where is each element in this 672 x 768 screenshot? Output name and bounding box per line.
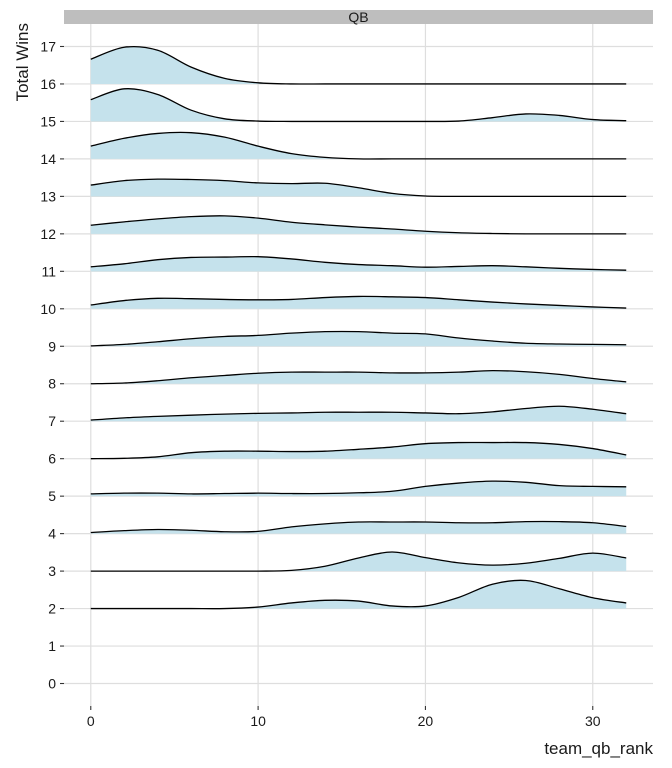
y-tick-label: 6 [48,451,56,467]
x-tick-label: 10 [250,713,266,729]
ridge-wins-2 [90,579,627,610]
ridge-wins-12 [90,215,627,235]
x-tick-label: 30 [585,713,601,729]
ridge-wins-8 [90,369,627,385]
ridge-fill-wins-8 [90,370,627,384]
ridge-wins-10 [90,295,627,309]
y-tick-label: 0 [48,676,56,692]
ridge-outline-wins-9 [90,330,627,347]
y-tick-label: 2 [48,601,56,617]
facet-strip: QB [64,9,653,25]
ridge-outline-wins-11 [90,255,627,271]
ridge-outline-wins-3 [90,551,627,572]
ridge-wins-13 [90,178,627,198]
y-tick-label: 11 [41,263,56,279]
x-axis-ticks: 0 10 20 30 [87,706,601,729]
ridge-outline-wins-16 [90,45,627,85]
ridge-outline-wins-10 [90,295,627,309]
x-tick-label: 20 [418,713,434,729]
ridge-wins-11 [90,255,627,272]
y-tick-label: 3 [48,563,56,579]
ridge-wins-7 [90,405,627,422]
ridge-fill-wins-12 [90,215,627,234]
y-tick-label: 8 [48,376,56,392]
ridge-wins-5 [90,480,627,497]
ridge-wins-15 [90,88,627,123]
ridge-outline-wins-6 [90,441,627,460]
y-tick-label: 16 [40,76,56,92]
ridge-outline-wins-8 [90,369,627,385]
ridge-outline-wins-4 [90,520,627,534]
y-tick-label: 5 [48,488,56,504]
y-tick-label: 15 [40,113,56,129]
y-tick-label: 4 [48,526,56,542]
y-tick-label: 9 [48,338,56,354]
ridge-wins-14 [90,131,627,160]
ridge-fill-wins-11 [90,256,627,272]
ridge-outline-wins-2 [90,579,627,610]
ridge-outline-wins-5 [90,480,627,495]
ridge-fill-wins-7 [90,406,627,422]
ridge-fill-wins-6 [90,442,627,459]
ridge-fill-wins-14 [90,132,627,160]
y-tick-label: 7 [48,413,56,429]
ridge-outline-wins-14 [90,131,627,160]
y-axis-title: Total Wins [13,23,32,101]
ridge-fill-wins-3 [90,551,627,572]
ridge-wins-3 [90,551,627,572]
facet-strip-label: QB [348,9,368,25]
ridge-wins-6 [90,441,627,460]
ridge-wins-4 [90,520,627,534]
y-tick-label: 14 [40,151,56,167]
ridge-outline-wins-12 [90,215,627,235]
y-tick-label: 10 [40,301,56,317]
ridge-fill-wins-2 [90,580,627,609]
ridge-fill-wins-4 [90,521,627,534]
y-tick-label: 13 [40,188,56,204]
ridge-outline-wins-15 [90,88,627,123]
x-axis-title: team_qb_rank [544,739,653,758]
facet-strip-background [64,10,653,24]
ridge-fill-wins-5 [90,481,627,497]
ridge-fill-wins-16 [90,46,627,85]
ridge-fill-wins-15 [90,88,627,122]
ridge-fill-wins-13 [90,179,627,197]
ridge-outline-wins-13 [90,178,627,198]
y-tick-label: 17 [40,38,56,54]
ridges [90,45,627,610]
ridge-wins-16 [90,45,627,85]
y-tick-label: 12 [40,226,56,242]
ridge-wins-9 [90,330,627,347]
ridge-fill-wins-9 [90,331,627,347]
ridge-outline-wins-7 [90,405,627,421]
y-tick-label: 1 [48,638,56,654]
x-tick-label: 0 [87,713,95,729]
